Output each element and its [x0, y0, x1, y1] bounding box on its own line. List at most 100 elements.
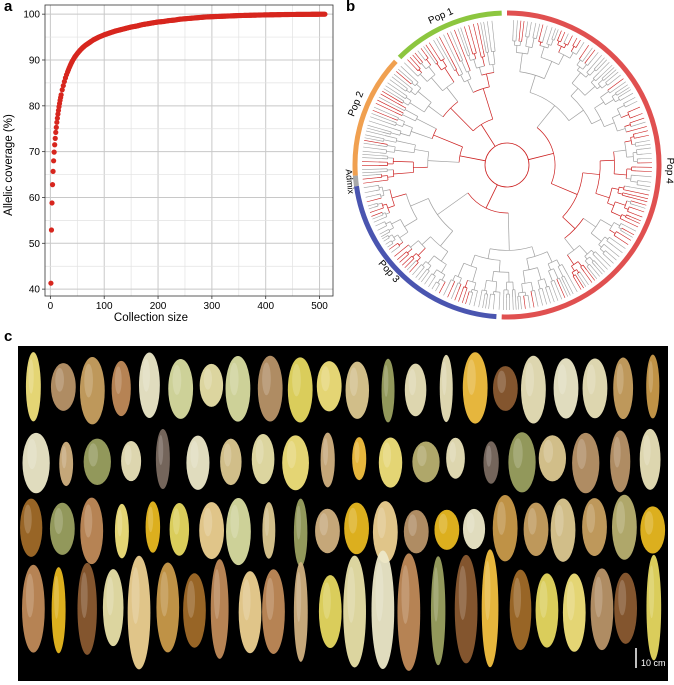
- tree-branch-arc: [536, 127, 556, 184]
- melon-highlight: [84, 504, 93, 538]
- tree-leaf: [593, 268, 600, 277]
- tree-branch: [378, 142, 388, 145]
- ring-pop-1: [397, 10, 502, 60]
- tree-leaf: [498, 294, 501, 310]
- y-tick-label: 100: [23, 10, 40, 21]
- melon-fruit: [318, 575, 342, 648]
- tree-leaf: [590, 270, 598, 280]
- tree-branch: [546, 38, 549, 44]
- tree-branch: [412, 260, 417, 265]
- tree-leaf: [454, 290, 459, 301]
- tree-leaf: [393, 73, 410, 87]
- tree-branch: [592, 253, 596, 257]
- tree-branch: [527, 295, 530, 301]
- tree-leaf: [595, 266, 603, 275]
- melon-photo-svg: 10 cm: [20, 352, 666, 671]
- tree-leaf: [402, 257, 411, 266]
- tree-branch-arc: [634, 142, 637, 147]
- tree-branch: [409, 255, 413, 259]
- tree-branch: [379, 152, 387, 154]
- tree-branch: [537, 267, 542, 280]
- tree-branch: [381, 137, 385, 140]
- tree-leaf: [531, 296, 535, 308]
- tree-branch-arc: [387, 235, 390, 238]
- tree-branch-arc: [595, 160, 601, 194]
- tree-leaf: [601, 64, 613, 76]
- tree-branch: [611, 187, 619, 190]
- tree-branch: [460, 74, 465, 83]
- x-tick-label: 300: [204, 301, 221, 312]
- melon-highlight: [539, 580, 548, 618]
- tree-branch: [464, 280, 468, 288]
- melon-fruit: [282, 435, 309, 491]
- tree-branch: [396, 109, 404, 114]
- tree-branch: [387, 145, 396, 148]
- tree-branch-arc: [562, 172, 584, 218]
- tree-branch-arc: [418, 240, 426, 249]
- tree-leaf: [451, 288, 456, 299]
- tree-leaf: [558, 283, 566, 299]
- melon-fruit: [83, 438, 111, 486]
- tree-branch-arc: [463, 262, 477, 269]
- tree-branch: [562, 216, 576, 229]
- tree-branch: [427, 265, 432, 270]
- tree-leaf: [457, 28, 465, 47]
- tree-leaf: [373, 217, 385, 223]
- tree-branch: [539, 41, 542, 46]
- tree-leaf: [574, 278, 582, 290]
- melon-highlight: [438, 513, 448, 534]
- tree-leaf: [412, 54, 419, 62]
- tree-branch-arc: [442, 101, 459, 118]
- tree-branch: [418, 69, 422, 73]
- tree-branch: [398, 241, 404, 246]
- tree-leaf: [611, 78, 624, 88]
- tree-branch-arc: [415, 87, 422, 95]
- tree-branch: [397, 103, 407, 109]
- tree-leaf: [538, 291, 543, 306]
- tree-branch: [572, 42, 575, 46]
- tree-leaf: [371, 212, 381, 217]
- melon-highlight: [203, 507, 213, 537]
- tree-branch-arc: [584, 249, 592, 257]
- tree-leaf: [629, 190, 649, 196]
- tree-branch: [616, 93, 620, 96]
- melon-highlight: [213, 569, 221, 619]
- melon-highlight: [296, 505, 301, 540]
- tree-branch: [473, 282, 477, 290]
- melon-highlight: [23, 504, 32, 534]
- melon-fruit: [610, 430, 631, 493]
- tree-branch: [379, 207, 384, 210]
- tree-branch-arc: [425, 57, 429, 61]
- tree-branch: [558, 46, 562, 53]
- melon-fruit: [102, 569, 124, 647]
- melon-highlight: [442, 361, 447, 396]
- tree-branch: [623, 189, 630, 192]
- tree-branch: [450, 58, 457, 70]
- tree-leaf: [639, 143, 651, 147]
- tree-leaf: [621, 89, 632, 96]
- tree-branch-arc: [381, 212, 384, 215]
- melon-highlight: [80, 572, 88, 619]
- tree-leaf: [461, 290, 467, 304]
- tree-branch: [620, 223, 624, 226]
- melon-fruit: [50, 363, 76, 411]
- tree-branch: [630, 203, 635, 206]
- tree-branch: [416, 257, 421, 262]
- melon-fruit: [80, 497, 104, 565]
- tree-branch: [438, 283, 440, 286]
- tree-branch-arc: [430, 236, 449, 252]
- data-point: [51, 149, 57, 155]
- melon-fruit: [127, 555, 151, 670]
- tree-leaf: [477, 22, 484, 51]
- tree-leaf: [568, 35, 573, 43]
- tree-leaf: [431, 283, 436, 290]
- tree-branch: [498, 260, 501, 272]
- tree-branch: [630, 180, 638, 183]
- tree-branch: [576, 273, 579, 276]
- melon-fruit: [22, 432, 50, 494]
- tree-branch: [472, 267, 478, 283]
- tree-leaf: [362, 171, 380, 174]
- tree-branch: [561, 277, 565, 284]
- tree-branch: [567, 254, 575, 265]
- tree-branch: [414, 149, 429, 153]
